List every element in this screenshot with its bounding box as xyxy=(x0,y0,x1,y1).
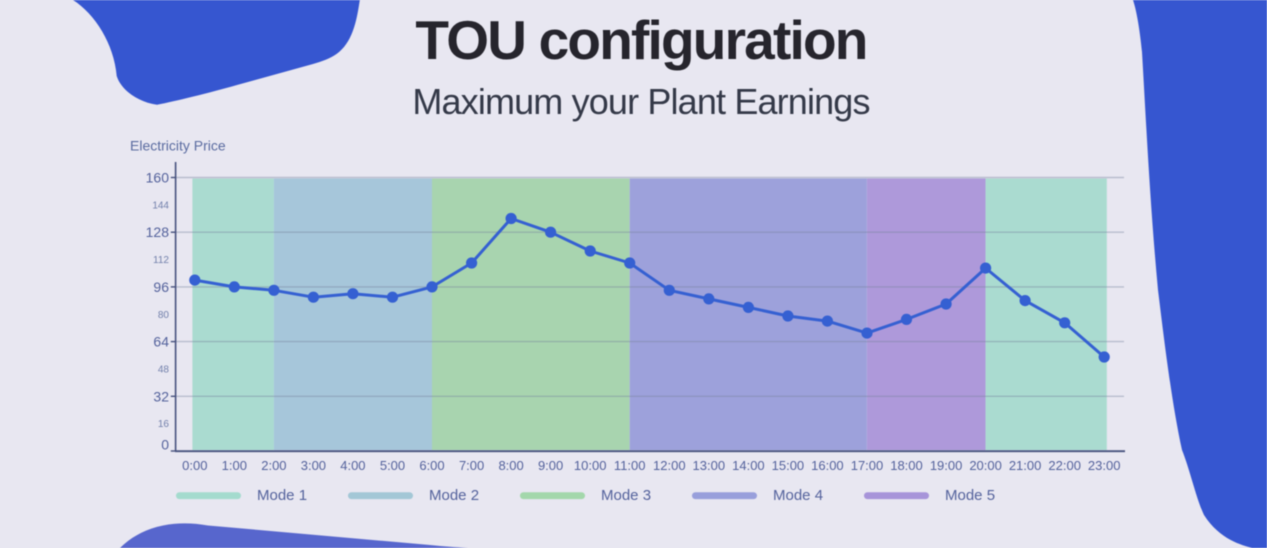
svg-text:160: 160 xyxy=(146,170,170,186)
svg-text:2:00: 2:00 xyxy=(261,458,286,473)
svg-text:23:00: 23:00 xyxy=(1088,458,1121,473)
svg-text:96: 96 xyxy=(153,279,169,295)
svg-text:15:00: 15:00 xyxy=(772,458,805,473)
svg-text:80: 80 xyxy=(158,310,170,321)
svg-text:144: 144 xyxy=(152,200,169,211)
svg-text:16: 16 xyxy=(158,419,170,430)
svg-text:19:00: 19:00 xyxy=(930,458,963,473)
svg-text:32: 32 xyxy=(153,388,169,404)
svg-text:64: 64 xyxy=(153,334,169,350)
svg-text:0: 0 xyxy=(161,436,169,452)
svg-text:4:00: 4:00 xyxy=(340,458,365,473)
svg-text:3:00: 3:00 xyxy=(301,458,326,473)
svg-text:18:00: 18:00 xyxy=(890,458,923,473)
svg-text:0:00: 0:00 xyxy=(182,458,207,473)
svg-text:Mode 5: Mode 5 xyxy=(945,487,995,504)
svg-text:6:00: 6:00 xyxy=(419,458,444,473)
svg-text:112: 112 xyxy=(153,255,169,266)
svg-text:7:00: 7:00 xyxy=(459,458,484,473)
svg-text:20:00: 20:00 xyxy=(969,458,1002,473)
svg-text:9:00: 9:00 xyxy=(538,458,563,473)
svg-text:12:00: 12:00 xyxy=(653,458,686,473)
svg-text:48: 48 xyxy=(158,365,170,376)
svg-text:Mode 2: Mode 2 xyxy=(429,487,479,504)
svg-text:22:00: 22:00 xyxy=(1048,458,1081,473)
svg-text:Mode 1: Mode 1 xyxy=(257,487,307,504)
svg-text:Mode 3: Mode 3 xyxy=(601,487,651,504)
svg-text:5:00: 5:00 xyxy=(380,458,405,473)
svg-text:Electricity Price: Electricity Price xyxy=(130,138,226,154)
svg-text:10:00: 10:00 xyxy=(574,458,607,473)
svg-text:11:00: 11:00 xyxy=(614,458,646,473)
svg-text:13:00: 13:00 xyxy=(693,458,726,473)
svg-text:16:00: 16:00 xyxy=(811,458,844,473)
svg-text:Mode 4: Mode 4 xyxy=(773,487,823,504)
svg-text:1:00: 1:00 xyxy=(222,458,247,473)
svg-text:128: 128 xyxy=(146,224,170,240)
svg-text:17:00: 17:00 xyxy=(851,458,884,473)
svg-text:14:00: 14:00 xyxy=(732,458,765,473)
svg-text:8:00: 8:00 xyxy=(498,458,523,473)
svg-text:21:00: 21:00 xyxy=(1009,458,1042,473)
